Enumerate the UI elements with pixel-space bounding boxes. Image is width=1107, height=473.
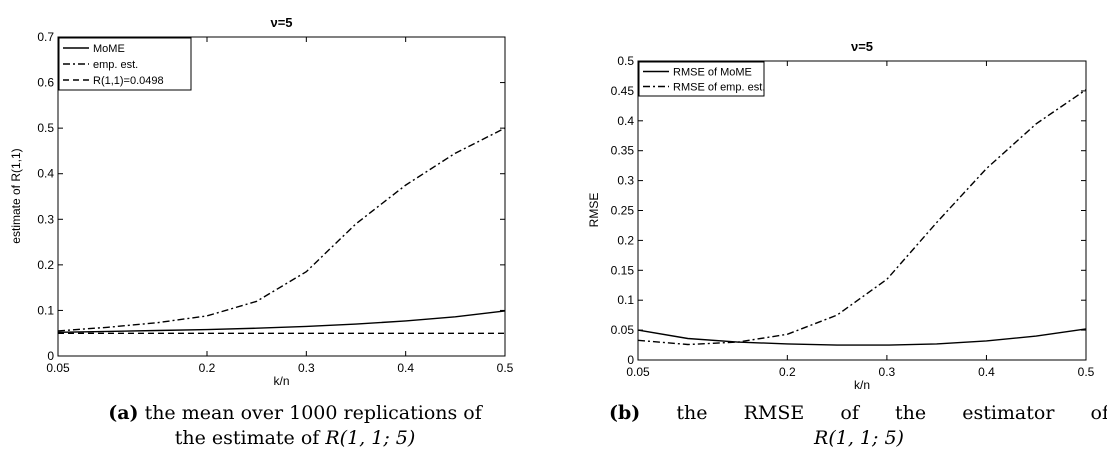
chart-b-xtick-label: 0.2 <box>779 365 796 379</box>
chart-b-xtick-label: 0.5 <box>1078 365 1095 379</box>
chart-b-legend-label: RMSE of emp. est. <box>673 82 765 94</box>
caption-b-label: (b) <box>609 402 641 424</box>
chart-b-ytick-label: 0.15 <box>611 263 635 277</box>
chart-b-xtick-label: 0.3 <box>879 365 896 379</box>
chart-b-ytick-label: 0.1 <box>617 293 634 307</box>
chart-a-legend-label: emp. est. <box>93 59 138 71</box>
chart-b-ytick-label: 0 <box>627 353 634 367</box>
chart-a-series-1-line <box>57 310 506 333</box>
caption-a-text2: the estimate of <box>174 427 326 449</box>
chart-a-ytick-label: 0.3 <box>37 212 54 226</box>
caption-a-line2: the estimate of R(1, 1; 5) <box>60 426 530 451</box>
chart-a-series-2-line <box>57 127 506 332</box>
chart-b-xtick-label: 0.05 <box>626 365 650 379</box>
caption-b-text1: the RMSE of the estimator of <box>676 402 1107 424</box>
caption-b: (b) the RMSE of the estimator of R(1, 1;… <box>609 401 1107 451</box>
caption-a: (a) the mean over 1000 replications of t… <box>60 401 530 451</box>
caption-a-label: (a) <box>108 402 139 424</box>
panel-a: ν=5 0.05 0.2 0.3 0.4 0.5 0 0.1 0.2 0.3 0.4 0.5 0.6 0.… <box>0 0 553 473</box>
chart-b-xlabel: k/n <box>854 378 870 392</box>
chart-b-ytick-label: 0.4 <box>617 114 634 128</box>
chart-b-series-1-line <box>637 328 1087 346</box>
caption-a-math: R(1, 1; 5) <box>325 427 416 449</box>
chart-b-xtick-label: 0.4 <box>978 365 995 379</box>
chart-a-ytick-label: 0.4 <box>37 167 54 181</box>
chart-a-ytick-label: 0.6 <box>37 76 54 90</box>
chart-a-ytick-label: 0.2 <box>37 258 54 272</box>
chart-a-ylabel: estimate of R(1,1) <box>9 148 23 243</box>
chart-b-ytick-label: 0.35 <box>611 144 635 158</box>
chart-a-xlabel: k/n <box>273 374 289 388</box>
panel-b: ν=5 0.05 0.2 0.3 0.4 0.5 0 0.05 0.1 0.15 0.2 0.25 0.… <box>554 0 1107 473</box>
chart-a-legend-label: MoME <box>93 43 125 55</box>
chart-b-ytick-label: 0.2 <box>617 233 634 247</box>
chart-a-svg: ν=5 0.05 0.2 0.3 0.4 0.5 0 0.1 0.2 0.3 0.4 0.5 0.6 0.… <box>9 15 514 388</box>
chart-b-legend-label: RMSE of MoME <box>673 67 752 79</box>
chart-a-xtick-label: 0.3 <box>298 361 315 375</box>
chart-a-ytick-label: 0 <box>47 349 54 363</box>
caption-b-line2: R(1, 1; 5) <box>609 426 1107 451</box>
caption-a-text1: the mean over 1000 replications of <box>144 402 482 424</box>
chart-a-xtick-label: 0.5 <box>497 361 514 375</box>
chart-b-ytick-label: 0.3 <box>617 174 634 188</box>
chart-a-title: ν=5 <box>270 15 292 30</box>
chart-a-ytick-label: 0.1 <box>37 303 54 317</box>
chart-a-ytick-label: 0.5 <box>37 121 54 135</box>
chart-b-svg: ν=50.05 0.2 0.3 0.4 0.500.050.10.150.20.250.… <box>587 39 1095 392</box>
chart-b-ytick-label: 0.45 <box>611 84 635 98</box>
caption-b-math: R(1, 1; 5) <box>814 427 904 449</box>
chart-a-xtick-label: 0.4 <box>397 361 414 375</box>
chart-b-title: ν=5 <box>851 39 873 54</box>
chart-b-ylabel: RMSE <box>587 193 601 228</box>
caption-b-line1: (b) the RMSE of the estimator of <box>609 401 1107 426</box>
chart-a-legend-label: R(1,1)=0.0498 <box>93 75 164 87</box>
chart-b-legend-box <box>638 61 765 97</box>
chart-a-ytick-label: 0.7 <box>37 30 54 44</box>
chart-b-ytick-label: 0.05 <box>611 323 635 337</box>
caption-a-line1: (a) the mean over 1000 replications of <box>60 401 530 426</box>
chart-b-ytick-label: 0.5 <box>617 54 634 68</box>
chart-a-xtick-label: 0.2 <box>199 361 216 375</box>
chart-b-ytick-label: 0.25 <box>611 204 635 218</box>
chart-a-xtick-label: 0.05 <box>46 361 70 375</box>
chart-b-plot-frame <box>637 60 1087 361</box>
